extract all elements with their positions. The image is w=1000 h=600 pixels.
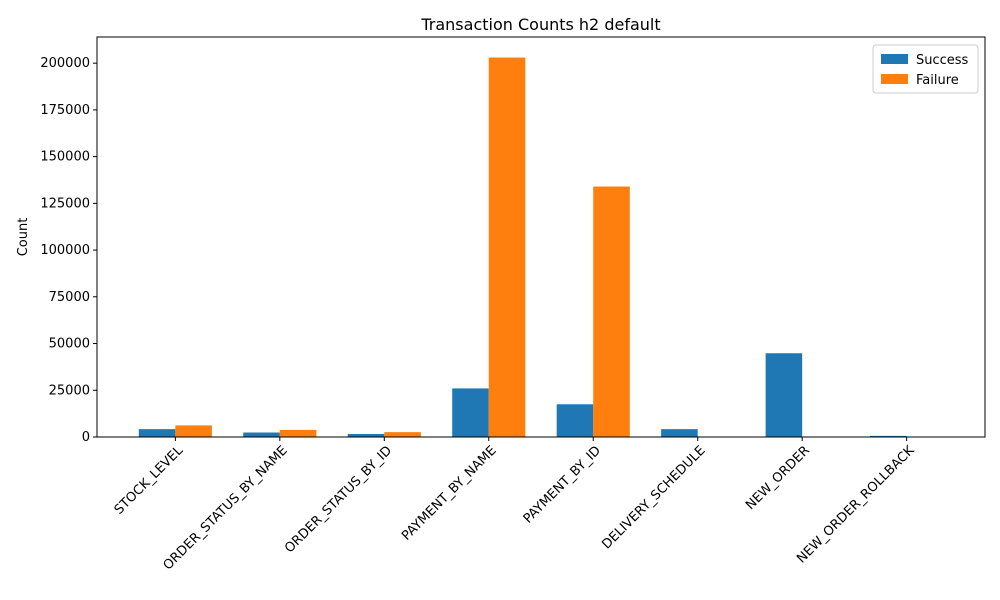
bar-failure-payment-by-id	[593, 186, 630, 437]
plot-frame	[96, 36, 986, 438]
y-tick-label: 25000	[49, 383, 90, 398]
x-tick-label: PAYMENT_BY_ID	[521, 443, 604, 526]
y-tick-label: 150000	[40, 150, 90, 165]
x-tick-label: NEW_ORDER_ROLLBACK	[794, 443, 918, 567]
x-tick-label: DELIVERY_SCHEDULE	[599, 443, 708, 552]
y-tick-label: 0	[82, 430, 90, 445]
bar-failure-stock-level	[175, 425, 212, 437]
y-axis-label: Count	[16, 218, 31, 257]
legend-swatch-success	[881, 54, 908, 64]
bar-failure-order-status-by-name	[279, 429, 317, 437]
bar-success-stock-level	[138, 429, 176, 437]
y-tick-label: 75000	[49, 290, 90, 305]
chart-title: Transaction Counts h2 default	[420, 15, 660, 34]
legend-swatch-failure	[881, 74, 908, 84]
x-tick-label: ORDER_STATUS_BY_ID	[282, 443, 395, 556]
bar-success-payment-by-name	[452, 388, 489, 437]
legend-label-success: Success	[916, 53, 969, 68]
plot-area: 0 25000 50000 75000 100000 125000 150000 175000…	[40, 36, 986, 573]
bar-success-delivery-schedule	[661, 429, 698, 437]
x-tick-label: NEW_ORDER	[743, 443, 813, 513]
y-tick-label: 100000	[40, 243, 90, 258]
x-tick-label: ORDER_STATUS_BY_NAME	[161, 443, 291, 573]
bar-success-payment-by-id	[556, 404, 594, 437]
y-tick-label: 50000	[49, 337, 90, 352]
bar-failure-order-status-by-id	[384, 432, 421, 437]
y-tick-label: 200000	[40, 56, 90, 71]
bar-success-new-order-rollback	[870, 435, 907, 437]
y-tick-label: 125000	[40, 196, 90, 211]
y-tick-label: 175000	[40, 103, 90, 118]
x-tick-label: STOCK_LEVEL	[112, 443, 187, 518]
bar-failure-payment-by-name	[488, 57, 526, 437]
bar-success-order-status-by-name	[243, 432, 280, 437]
x-tick-label: PAYMENT_BY_NAME	[399, 443, 499, 543]
legend: Success Failure	[872, 44, 979, 94]
bar-success-new-order	[765, 353, 803, 437]
bar-success-order-status-by-id	[347, 434, 385, 437]
legend-label-failure: Failure	[916, 73, 959, 88]
